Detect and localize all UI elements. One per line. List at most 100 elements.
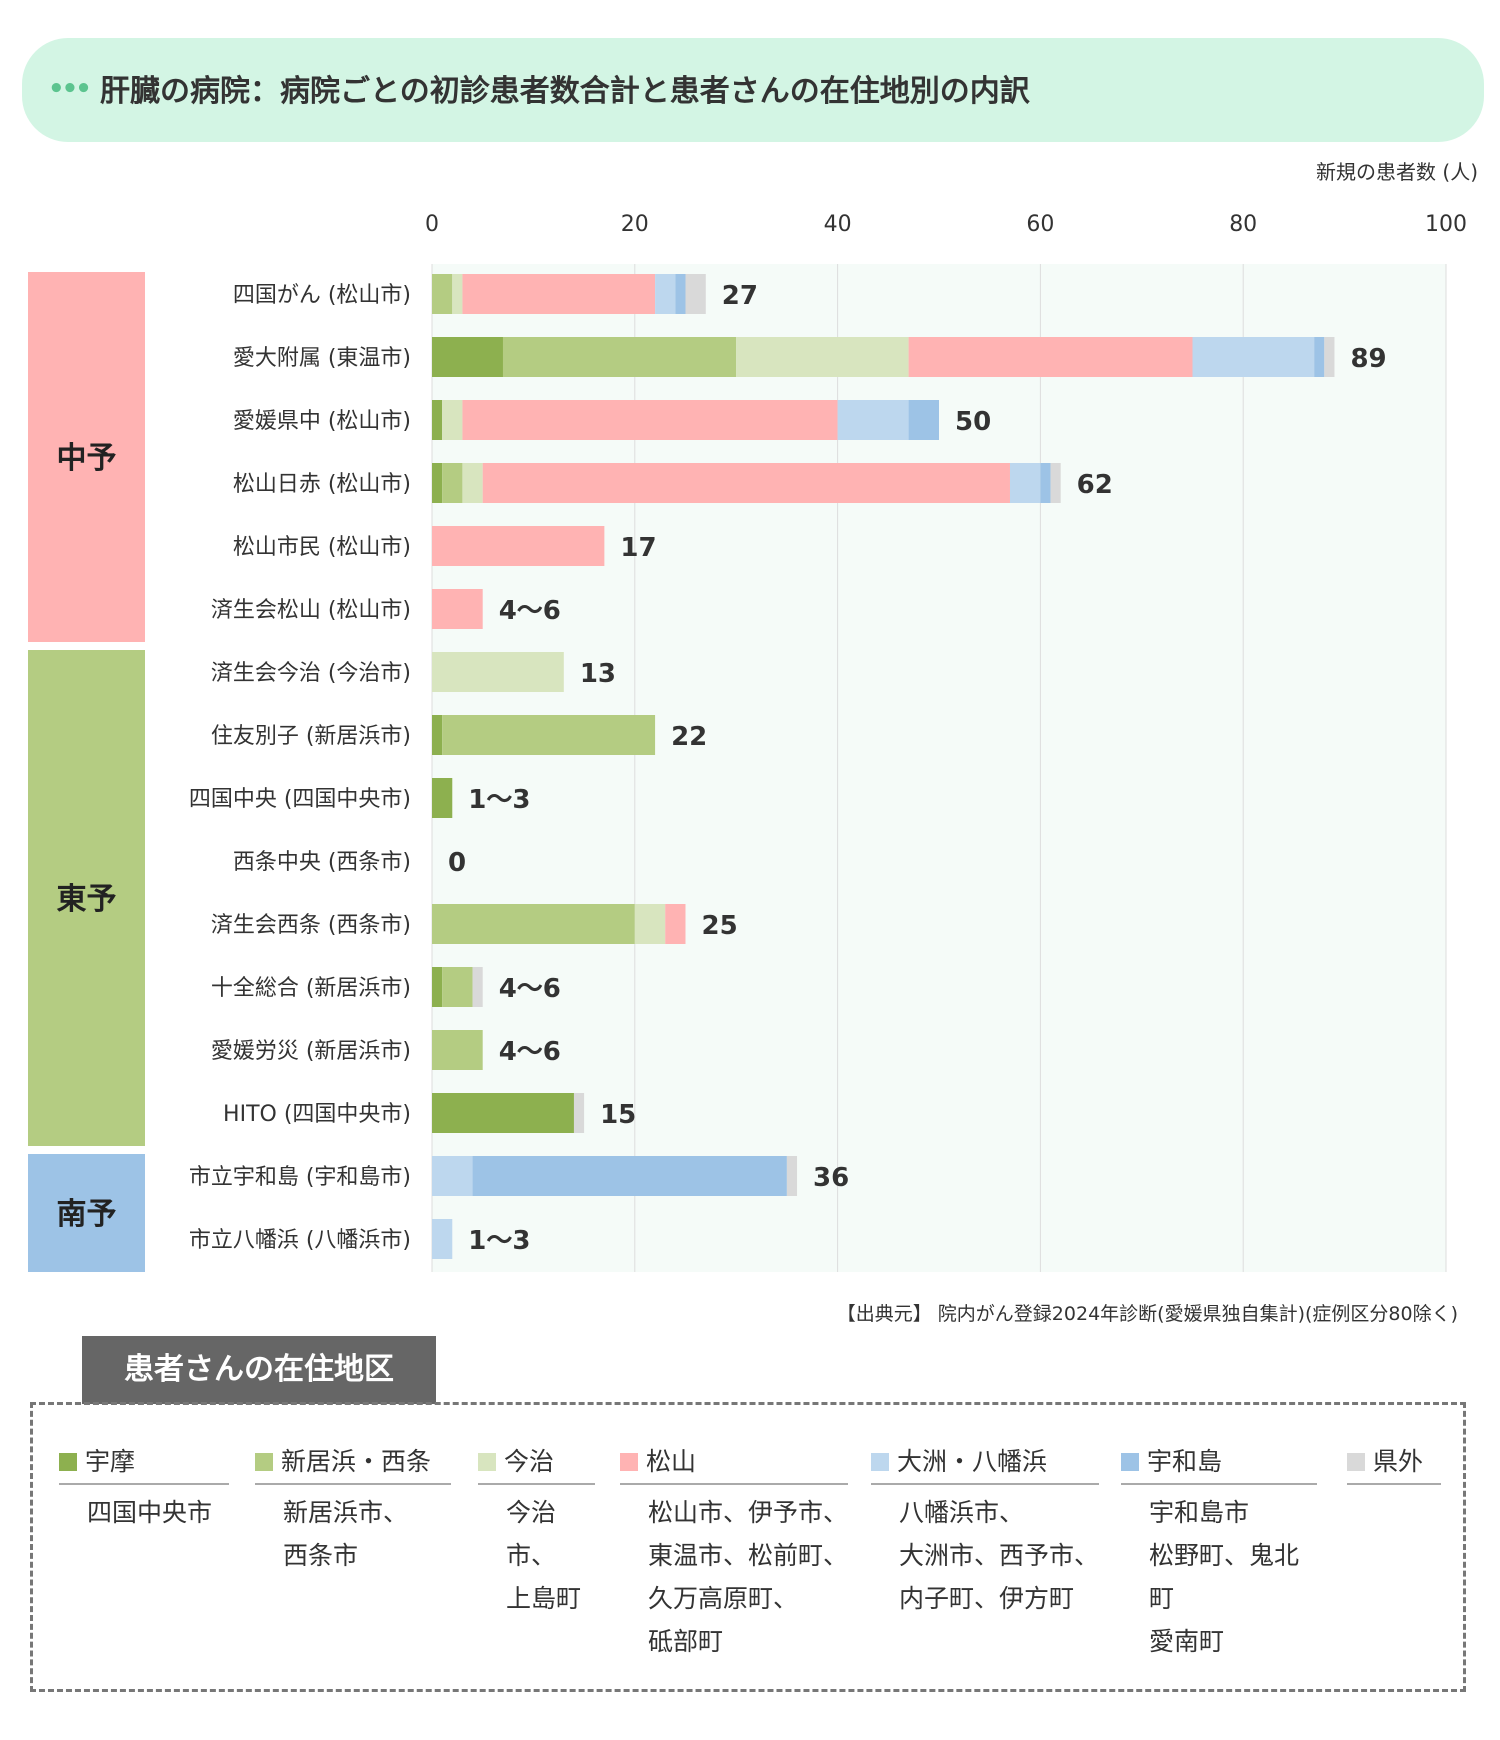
row-label: 西条中央 (西条市): [233, 850, 411, 875]
bar-segment: [432, 463, 443, 503]
x-tick-label: 100: [1425, 212, 1467, 237]
legend-swatch: [59, 1453, 77, 1471]
chart-title: 肝臓の病院：病院ごとの初診患者数合計と患者さんの在住地別の内訳: [100, 74, 1030, 109]
legend-item-name: 松山: [646, 1447, 697, 1476]
bar-value-label: 1～3: [468, 785, 530, 815]
legend-item-areas: 松山市、伊予市、 東温市、松前町、 久万高原町、 砥部町: [648, 1498, 849, 1656]
bar-segment: [908, 337, 1193, 377]
bar-value-label: 36: [813, 1163, 849, 1193]
row-label: 松山日赤 (松山市): [233, 472, 411, 497]
bar-segment: [502, 337, 737, 377]
region-band: [28, 272, 145, 642]
bar-segment: [665, 904, 686, 944]
legend-item-header: 宇和島: [1121, 1441, 1317, 1485]
bar-segment: [432, 967, 443, 1007]
legend-item: 県外: [1347, 1441, 1441, 1485]
x-tick-label: 40: [824, 212, 852, 237]
bar-segment: [472, 1156, 787, 1196]
row-label: 市立八幡浜 (八幡浜市): [189, 1228, 411, 1253]
legend-item: 今治 今治市、 上島町: [478, 1441, 595, 1620]
bar-segment: [908, 400, 939, 440]
bar-segment: [442, 967, 473, 1007]
legend-item-name: 県外: [1373, 1447, 1424, 1476]
region-label: 中予: [57, 441, 117, 476]
bar-segment: [736, 337, 909, 377]
bar-segment: [432, 778, 453, 818]
legend-item-name: 宇摩: [85, 1447, 136, 1476]
bar-value-label: 89: [1350, 344, 1386, 374]
bar-segment: [432, 1156, 473, 1196]
bar-value-label: 0: [448, 848, 466, 878]
x-tick-label: 80: [1229, 212, 1257, 237]
bar-segment: [1050, 463, 1061, 503]
bar-segment: [442, 400, 463, 440]
bar-segment: [482, 463, 1010, 503]
bar-value-label: 62: [1077, 470, 1113, 500]
legend-title: 患者さんの在住地区: [82, 1336, 436, 1404]
legend-item-header: 松山: [620, 1441, 848, 1485]
bar-value-label: 25: [702, 911, 738, 941]
legend-swatch: [255, 1453, 273, 1471]
legend-swatch: [620, 1453, 638, 1471]
legend-swatch: [478, 1453, 496, 1471]
bar-segment: [452, 274, 463, 314]
bar-segment: [462, 274, 656, 314]
bar-segment: [432, 652, 564, 692]
bar-value-label: 4～6: [499, 974, 561, 1004]
bar-segment: [432, 400, 443, 440]
row-label: 済生会松山 (松山市): [211, 598, 411, 623]
bar-value-label: 50: [955, 407, 991, 437]
legend-item-areas: 今治市、 上島町: [506, 1498, 582, 1613]
bar-segment: [432, 274, 453, 314]
bar-value-label: 22: [671, 722, 707, 752]
legend-item-name: 宇和島: [1147, 1447, 1223, 1476]
bar-segment: [786, 1156, 798, 1196]
bar-value-label: 4～6: [499, 596, 561, 626]
bar-segment: [1192, 337, 1315, 377]
legend-box: 宇摩 四国中央市 新居浜・西条 新居浜市、 西条市 今治 今治市、 上島町 松山 松山市、伊予…: [30, 1402, 1466, 1692]
bar-value-label: 27: [722, 281, 758, 311]
title-banner: [22, 38, 1484, 142]
row-label: 済生会今治 (今治市): [211, 661, 411, 686]
bar-segment: [1314, 337, 1325, 377]
bar-segment: [432, 715, 443, 755]
legend-item: 新居浜・西条 新居浜市、 西条市: [255, 1441, 451, 1577]
row-label: 済生会西条 (西条市): [211, 913, 411, 938]
row-label: 愛大附属 (東温市): [233, 346, 411, 371]
legend-item: 宇和島 宇和島市 松野町、鬼北町 愛南町: [1121, 1441, 1317, 1663]
region-band: [28, 650, 145, 1146]
bar-segment: [655, 274, 676, 314]
row-label: 四国がん (松山市): [233, 283, 411, 308]
legend-item: 宇摩 四国中央市: [59, 1441, 229, 1534]
row-label: 住友別子 (新居浜市): [211, 724, 411, 749]
row-label: 愛媛県中 (松山市): [233, 409, 411, 434]
bar-segment: [1324, 337, 1335, 377]
bar-segment: [1009, 463, 1041, 503]
region-label: 東予: [57, 882, 117, 917]
bar-value-label: 15: [600, 1100, 636, 1130]
legend-item: 松山松山市、伊予市、 東温市、松前町、 久万高原町、 砥部町: [620, 1441, 848, 1663]
source-note: 【出典元】 院内がん登録2024年診断(愛媛県独自集計)(症例区分80除く): [836, 1303, 1458, 1325]
legend-item-header: 県外: [1347, 1441, 1441, 1485]
bar-segment: [675, 274, 686, 314]
legend-item-name: 新居浜・西条: [281, 1447, 432, 1476]
region-label: 南予: [57, 1197, 117, 1232]
bar-segment: [1040, 463, 1051, 503]
bar-segment: [432, 1219, 453, 1259]
legend-item-header: 大洲・八幡浜: [871, 1441, 1099, 1485]
bar-segment: [462, 400, 838, 440]
bar-value-label: 13: [580, 659, 616, 689]
row-label: 松山市民 (松山市): [233, 535, 411, 560]
bar-segment: [432, 904, 635, 944]
row-label: 愛媛労災 (新居浜市): [211, 1039, 411, 1064]
bar-segment: [442, 715, 656, 755]
bar-segment: [432, 589, 483, 629]
bar-segment: [432, 1093, 574, 1133]
bar-value-label: 4～6: [499, 1037, 561, 1067]
bar-segment: [573, 1093, 585, 1133]
legend-item: 大洲・八幡浜 八幡浜市、 大洲市、西予市、 内子町、伊方町: [871, 1441, 1099, 1620]
legend-item-areas: 四国中央市: [87, 1498, 213, 1527]
ellipsis-icon: •••: [48, 74, 92, 104]
bar-segment: [442, 463, 463, 503]
